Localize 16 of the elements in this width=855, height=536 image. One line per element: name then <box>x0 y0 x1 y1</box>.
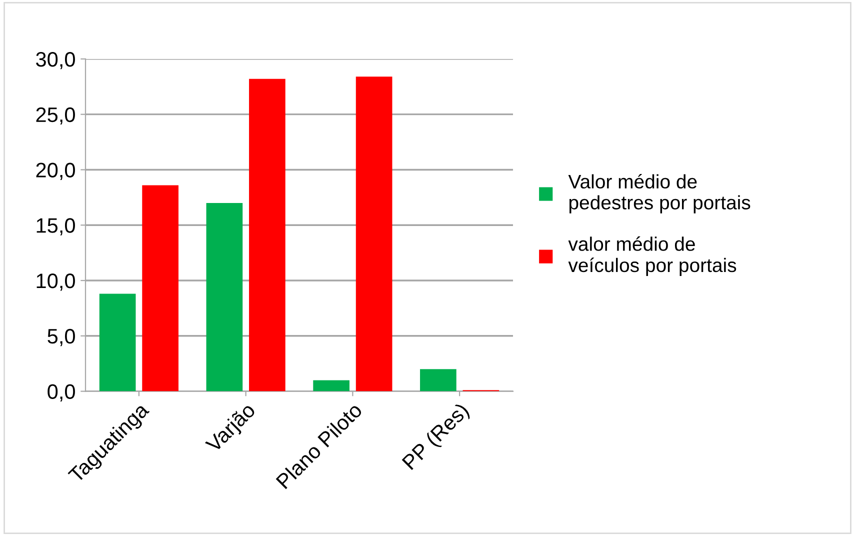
y-tick-label: 20,0 <box>36 162 75 180</box>
bar <box>356 76 392 392</box>
y-tick-label: 0,0 <box>48 384 75 402</box>
legend-label: Valor médio de pedestres por portais <box>568 174 750 214</box>
y-tick-label: 10,0 <box>36 274 75 291</box>
y-tick-label: 30,0 <box>36 52 75 70</box>
bar <box>420 369 456 392</box>
bar <box>249 78 286 392</box>
y-tick-label: 25,0 <box>36 107 75 125</box>
bar <box>313 380 350 392</box>
y-tick-label: 15,0 <box>36 218 75 236</box>
y-tick-label: 5,0 <box>48 328 75 346</box>
legend-label: valor médio de veículos por portais <box>568 236 736 276</box>
bar <box>99 294 136 392</box>
bar <box>142 185 178 392</box>
bar <box>206 202 243 392</box>
